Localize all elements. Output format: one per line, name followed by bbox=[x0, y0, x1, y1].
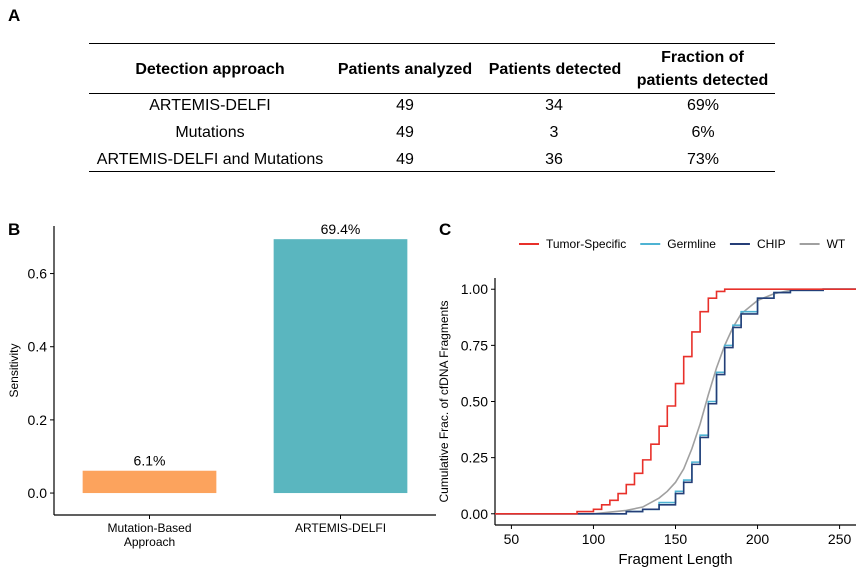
c-legend-label: Tumor-Specific bbox=[546, 237, 626, 251]
b-bar bbox=[82, 470, 217, 494]
b-y-tick-label: 0.0 bbox=[28, 485, 48, 501]
row2-approach: Mutations bbox=[175, 124, 245, 141]
header-fraction-line1: Fraction of bbox=[661, 49, 744, 66]
header-fraction-detected: Fraction of patients detected bbox=[625, 46, 780, 92]
b-y-axis-title: Sensitivity bbox=[7, 343, 21, 397]
c-y-tick-label: 1.00 bbox=[461, 281, 488, 297]
b-bar-data-label: 6.1% bbox=[134, 453, 166, 469]
row2-detected: 3 bbox=[549, 124, 559, 141]
c-legend-label: WT bbox=[827, 237, 846, 251]
c-x-tick-label: 150 bbox=[664, 531, 688, 547]
table-top-rule bbox=[89, 43, 775, 44]
b-y-tick-label: 0.4 bbox=[28, 339, 48, 355]
c-y-axis-title: Cumulative Frac. of cfDNA Fragments bbox=[437, 300, 451, 502]
c-x-tick-label: 100 bbox=[582, 531, 606, 547]
b-bar bbox=[273, 239, 408, 494]
panel-label-a: A bbox=[8, 6, 21, 25]
c-series-line bbox=[495, 288, 856, 515]
b-x-tick-label: Mutation-Based bbox=[107, 521, 191, 535]
c-y-tick-label: 0.50 bbox=[461, 394, 488, 410]
c-legend-label: Germline bbox=[667, 237, 716, 251]
header-detection-approach: Detection approach bbox=[135, 61, 285, 78]
c-series-line bbox=[495, 288, 856, 515]
detection-table: Detection approach Patients analyzed Pat… bbox=[0, 0, 864, 190]
b-x-tick-label: ARTEMIS-DELFI bbox=[295, 521, 386, 535]
table-header-rule bbox=[89, 93, 775, 94]
row1-analyzed: 49 bbox=[396, 97, 414, 114]
row2-analyzed: 49 bbox=[396, 124, 414, 141]
header-fraction-line2: patients detected bbox=[636, 72, 769, 89]
c-x-tick-label: 50 bbox=[504, 531, 520, 547]
row1-fraction: 69% bbox=[686, 97, 720, 114]
table-bottom-rule bbox=[89, 171, 775, 172]
row1-detected: 34 bbox=[545, 97, 563, 114]
c-x-axis-title: Fragment Length bbox=[618, 551, 732, 568]
b-y-tick-label: 0.6 bbox=[28, 266, 48, 282]
row3-fraction: 73% bbox=[686, 151, 720, 168]
header-patients-analyzed: Patients analyzed bbox=[337, 61, 473, 78]
c-x-tick-label: 200 bbox=[746, 531, 770, 547]
c-x-tick-label: 250 bbox=[828, 531, 852, 547]
b-bar-data-label: 69.4% bbox=[321, 221, 361, 237]
row2-fraction: 6% bbox=[691, 124, 715, 141]
row3-analyzed: 49 bbox=[396, 151, 414, 168]
b-y-tick-label: 0.2 bbox=[28, 412, 48, 428]
b-x-tick-label: Approach bbox=[124, 535, 175, 549]
panel-label-c: C bbox=[439, 220, 452, 239]
row3-detected: 36 bbox=[545, 151, 563, 168]
c-legend-label: CHIP bbox=[757, 237, 786, 251]
c-y-tick-label: 0.25 bbox=[461, 450, 488, 466]
c-y-tick-label: 0.75 bbox=[461, 337, 488, 353]
header-patients-detected: Patients detected bbox=[488, 61, 622, 78]
row3-approach: ARTEMIS-DELFI and Mutations bbox=[96, 151, 324, 168]
c-y-tick-label: 0.00 bbox=[461, 506, 488, 522]
panel-label-b: B bbox=[8, 220, 21, 239]
row1-approach: ARTEMIS-DELFI bbox=[149, 97, 271, 114]
c-series-line bbox=[495, 288, 856, 515]
